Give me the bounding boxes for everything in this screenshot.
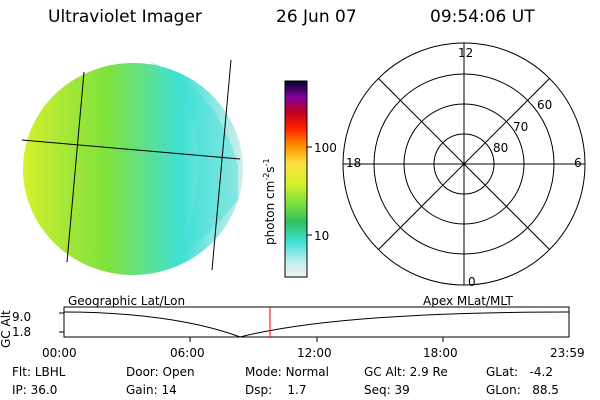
glon-field: GLon: 88.5 [486, 383, 559, 397]
filter-field: Flt: LBHL [12, 365, 66, 379]
gain-field: Gain: 14 [126, 383, 177, 397]
time-tick-00: 00:00 [42, 346, 77, 360]
uv-image-cyan-region [150, 62, 238, 262]
altitude-timeline [59, 306, 570, 342]
colorbar [284, 80, 312, 278]
uv-image-disk [23, 63, 243, 275]
mlt-label-12: 12 [458, 46, 474, 60]
mlt-label-0: 0 [468, 275, 476, 289]
mlt-label-6: 6 [574, 156, 582, 170]
time-tick-06: 06:00 [170, 346, 205, 360]
time-tick-12: 12:00 [297, 346, 332, 360]
instrument-title: Ultraviolet Imager [48, 7, 202, 27]
mode-field: Mode: Normal [245, 365, 329, 379]
apex-label: Apex MLat/MLT [423, 294, 513, 308]
parallel-line [21, 139, 241, 160]
mlat-label-80: 80 [493, 141, 509, 155]
ip-field: IP: 36.0 [12, 383, 58, 397]
timeline-frame [63, 306, 570, 338]
time-tick-2359: 23:59 [550, 346, 585, 360]
colorbar-tick-label-100: 100 [314, 141, 337, 155]
dsp-field: Dsp: 1.7 [245, 383, 307, 397]
geographic-label: Geographic Lat/Lon [68, 294, 186, 308]
glat-field: GLat: -4.2 [486, 365, 553, 379]
y-max-label: 9.0 [12, 310, 32, 324]
colorbar-scale [284, 80, 308, 278]
uv-image-lonlat-overlay [21, 59, 241, 271]
mlat-label-70: 70 [513, 120, 529, 134]
gc-alt-field: GC Alt: 2.9 Re [364, 365, 448, 379]
colorbar-unit-label: photon cm-2s-1 [262, 158, 277, 245]
colorbar-tick-label-10: 10 [314, 229, 330, 243]
time-label: 09:54:06 UT [430, 7, 535, 27]
date-label: 26 Jun 07 [276, 7, 357, 27]
gc-alt-curve [63, 311, 570, 338]
polar-plot [342, 42, 586, 286]
seq-field: Seq: 39 [364, 383, 410, 397]
polar-diagonal-2 [378, 78, 550, 250]
meridian-line-2 [211, 59, 232, 271]
door-field: Door: Open [126, 365, 195, 379]
meridian-line-1 [66, 71, 85, 263]
time-tick-18: 18:00 [423, 346, 458, 360]
timeline-axis-title: GC Alt [0, 310, 13, 348]
mlt-label-18: 18 [346, 156, 362, 170]
mlat-label-60: 60 [537, 98, 553, 112]
uv-image [21, 59, 243, 275]
y-min-label: 1.8 [12, 325, 32, 339]
